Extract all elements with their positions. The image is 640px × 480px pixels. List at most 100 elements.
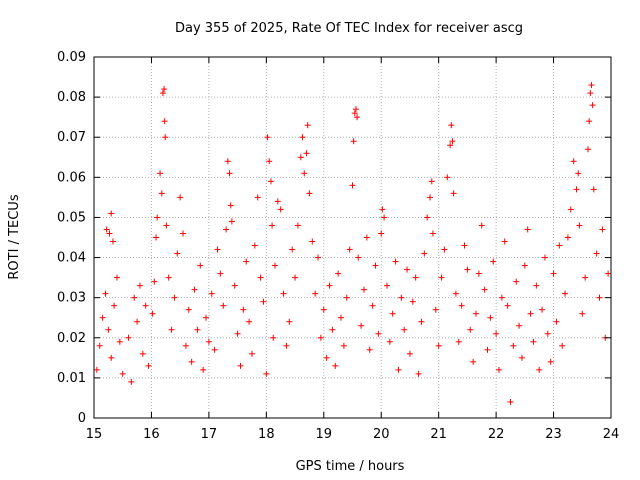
data-point [553, 318, 560, 325]
data-point [223, 226, 230, 233]
x-tick-label: 17 [201, 427, 218, 442]
data-point [248, 350, 255, 357]
data-point [448, 122, 455, 129]
x-tick-label: 18 [258, 427, 275, 442]
data-point [271, 262, 278, 269]
data-point [378, 230, 385, 237]
data-point [501, 238, 508, 245]
data-point [317, 334, 324, 341]
data-point [227, 202, 234, 209]
data-point [159, 90, 166, 97]
y-tick-label: 0.04 [57, 251, 86, 266]
data-point [149, 310, 156, 317]
data-point [587, 90, 594, 97]
data-point [292, 274, 299, 281]
data-point [257, 274, 264, 281]
y-tick-label: 0.06 [57, 170, 86, 185]
data-point [214, 246, 221, 253]
data-point [507, 398, 514, 405]
data-point [165, 274, 172, 281]
data-point [220, 302, 227, 309]
data-point [224, 158, 231, 165]
x-axis-label: GPS time / hours [296, 459, 405, 474]
data-point [596, 294, 603, 301]
data-point [188, 358, 195, 365]
data-point [586, 118, 593, 125]
data-point [475, 270, 482, 277]
data-point [171, 294, 178, 301]
data-point [547, 358, 554, 365]
axis-ticks: 15 16 17 18 19 20 21 22 23 24 0 0.01 0.02 0.03 0.04 0.0… [57, 50, 619, 442]
data-point [303, 150, 310, 157]
data-point [139, 350, 146, 357]
data-point [154, 214, 161, 221]
data-point [151, 278, 158, 285]
data-point [145, 362, 152, 369]
data-point [533, 282, 540, 289]
data-point [332, 362, 339, 369]
data-point [161, 86, 168, 93]
data-point [134, 318, 141, 325]
data-point [266, 158, 273, 165]
data-point [93, 366, 100, 373]
y-tick-label: 0.05 [57, 210, 86, 225]
data-point [260, 298, 267, 305]
data-point [283, 342, 290, 349]
data-point [108, 354, 115, 361]
data-point [194, 326, 201, 333]
data-point [470, 358, 477, 365]
data-point [573, 186, 580, 193]
data-point [96, 342, 103, 349]
data-point [372, 262, 379, 269]
data-point [246, 318, 253, 325]
data-point [315, 254, 322, 261]
data-point [269, 222, 276, 229]
data-point [458, 302, 465, 309]
x-tick-label: 24 [603, 427, 620, 442]
data-point [174, 250, 181, 257]
data-point [102, 290, 109, 297]
data-point [226, 170, 233, 177]
data-point [536, 366, 543, 373]
x-tick-label: 15 [86, 427, 103, 442]
data-point [447, 142, 454, 149]
data-point [306, 190, 313, 197]
data-point [208, 290, 215, 297]
data-point [539, 306, 546, 313]
data-point [280, 290, 287, 297]
chart-title: Day 355 of 2025, Rate Of TEC Index for r… [175, 21, 523, 36]
data-point [415, 370, 422, 377]
y-tick-label: 0.08 [57, 90, 86, 105]
data-point [108, 210, 115, 217]
y-tick-label: 0 [78, 411, 86, 426]
data-point [99, 314, 106, 321]
x-tick-label: 19 [316, 427, 333, 442]
data-point [131, 294, 138, 301]
data-point [263, 370, 270, 377]
data-point [493, 330, 500, 337]
y-axis-label: ROTI / TECUs [7, 194, 22, 279]
data-point [109, 238, 116, 245]
data-point [484, 346, 491, 353]
data-point [158, 190, 165, 197]
y-tick-label: 0.03 [57, 291, 86, 306]
data-point [605, 270, 612, 277]
data-point [375, 330, 382, 337]
data-point [116, 338, 123, 345]
data-point [351, 110, 358, 117]
data-point [161, 118, 168, 125]
data-point [544, 330, 551, 337]
data-point [541, 254, 548, 261]
data-point [217, 270, 224, 277]
x-tick-label: 20 [373, 427, 390, 442]
data-point [157, 170, 164, 177]
data-point [366, 346, 373, 353]
data-point [301, 170, 308, 177]
data-point [527, 310, 534, 317]
data-point [270, 334, 277, 341]
data-point [286, 318, 293, 325]
data-point [530, 338, 537, 345]
grid-lines [94, 57, 611, 418]
data-point [277, 206, 284, 213]
